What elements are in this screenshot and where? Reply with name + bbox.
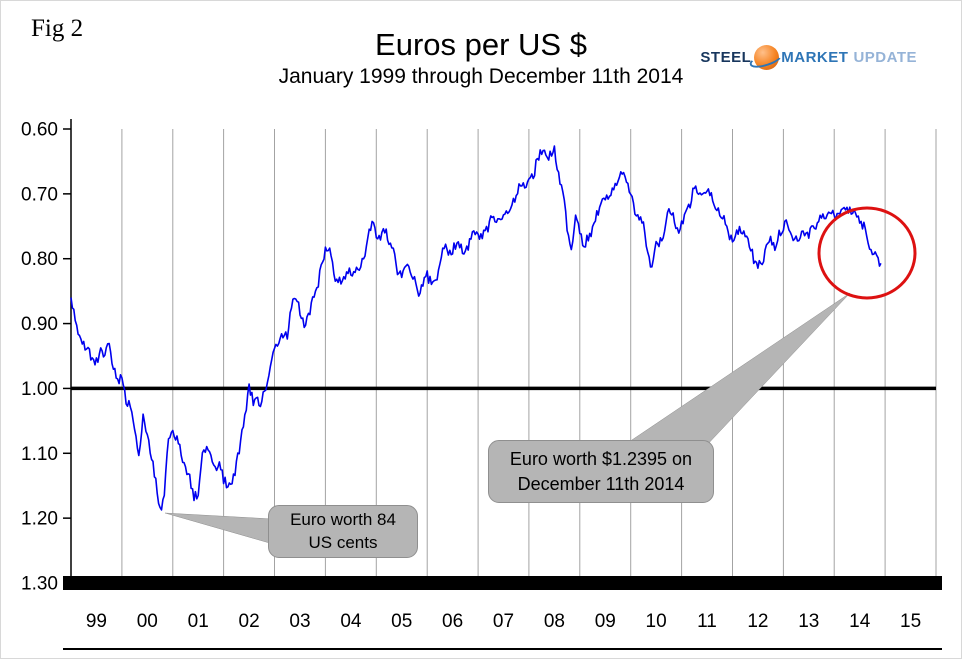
x-axis-bar: [63, 576, 942, 590]
callout1-pointer: [164, 512, 274, 545]
logo-globe-icon: [748, 45, 785, 71]
x-tick-label: 08: [544, 611, 565, 632]
x-tick-label: 01: [188, 611, 209, 632]
x-tick-label: 03: [289, 611, 310, 632]
x-tick-label: 10: [646, 611, 667, 632]
x-tick-label: 02: [239, 611, 260, 632]
callout2-pointer: [622, 292, 851, 447]
logo-word-update: UPDATE: [853, 49, 917, 66]
x-tick-label: 07: [493, 611, 514, 632]
figure-label: Fig 2: [31, 15, 84, 42]
y-tick-label: 0.80: [21, 249, 58, 270]
callout-euro-1-2395: Euro worth $1.2395 on December 11th 2014: [488, 440, 714, 503]
x-tick-label: 13: [798, 611, 819, 632]
y-tick-label: 0.90: [21, 314, 58, 335]
y-tick-label: 1.30: [21, 574, 58, 595]
x-tick-label: 11: [697, 611, 717, 632]
y-tick-label: 0.60: [21, 120, 58, 141]
y-tick-label: 1.00: [21, 379, 58, 400]
y-tick-label: 1.10: [21, 444, 58, 465]
x-tick-label: 04: [340, 611, 362, 632]
y-tick-label: 1.20: [21, 509, 58, 530]
x-tick-label: 06: [442, 611, 463, 632]
x-tick-label: 05: [391, 611, 412, 632]
logo-word-market: MARKET: [781, 49, 849, 66]
callout-euro-84-cents: Euro worth 84 US cents: [268, 505, 418, 558]
steel-market-update-logo: STEEL MARKET UPDATE: [700, 45, 917, 71]
y-tick-label: 0.70: [21, 184, 58, 205]
x-tick-label: 00: [137, 611, 158, 632]
highlight-circle: [817, 206, 917, 300]
x-tick-label: 15: [900, 611, 921, 632]
x-tick-label: 99: [86, 611, 107, 632]
logo-word-steel: STEEL: [700, 49, 752, 66]
x-tick-label: 14: [849, 611, 871, 632]
x-tick-label: 12: [747, 611, 768, 632]
eur-per-usd-line: [70, 145, 882, 511]
chart-subtitle: January 1999 through December 11th 2014: [278, 65, 684, 88]
chart-title: Euros per US $: [375, 27, 587, 62]
x-tick-label: 09: [595, 611, 616, 632]
